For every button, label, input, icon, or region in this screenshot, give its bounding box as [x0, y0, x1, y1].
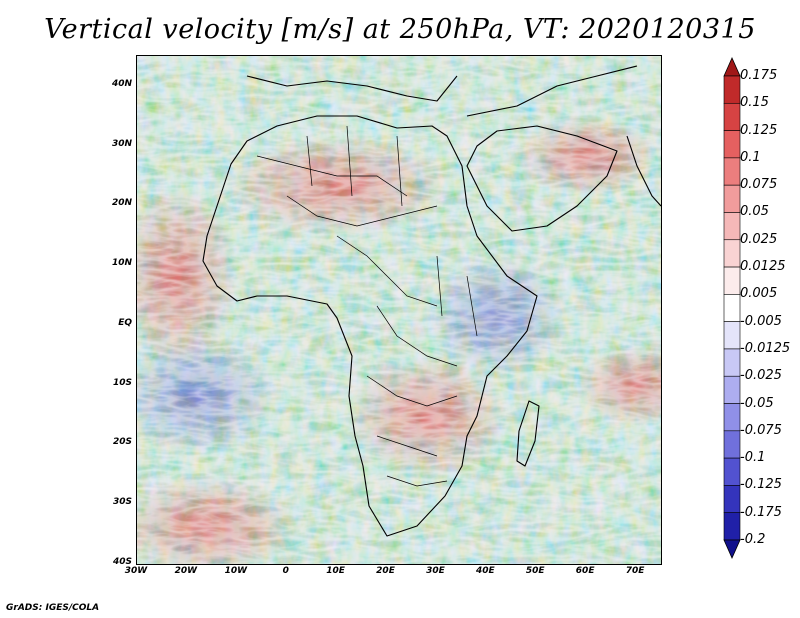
- lon-label-70e: 70E: [625, 566, 645, 576]
- colorbar-segment: [723, 212, 741, 241]
- colorbar-tick-label: -0.025: [740, 368, 782, 384]
- colorbar: [723, 57, 741, 559]
- colorbar-tick-label: 0.005: [740, 286, 778, 302]
- colorbar-bottom-triangle: [723, 539, 741, 559]
- lat-label-30s: 30S: [112, 497, 132, 508]
- country-borders: [256, 125, 478, 487]
- colorbar-tick-label: 0.075: [740, 177, 778, 193]
- colorbar-segment: [723, 184, 741, 213]
- lat-label-eq: EQ: [118, 317, 132, 328]
- colorbar-segment: [723, 375, 741, 404]
- colorbar-tick-label: 0.175: [740, 68, 778, 83]
- colorbar-tick-label: -0.1: [740, 450, 766, 466]
- colorbar-tick-label: 0.025: [740, 231, 778, 247]
- colorbar-tick-label: -0.0125: [740, 340, 791, 356]
- colorbar-segment: [723, 403, 741, 432]
- border-line: [286, 195, 438, 227]
- border-line: [306, 125, 403, 207]
- lon-label-50e: 50E: [525, 566, 545, 576]
- colorbar-tick-label: -0.05: [740, 395, 774, 411]
- colorbar-segment: [723, 485, 741, 514]
- colorbar-tick-label: 0.05: [740, 204, 769, 220]
- lat-label-20s: 20S: [112, 437, 132, 448]
- colorbar-tick-label: -0.2: [740, 532, 766, 547]
- lon-label-40e: 40E: [475, 566, 495, 576]
- map-title: Vertical velocity [m/s] at 250hPa, VT: 2…: [44, 14, 756, 45]
- lat-label-10n: 10N: [111, 258, 132, 269]
- lat-label-40n: 40N: [111, 78, 132, 89]
- colorbar-tick-label: 0.125: [740, 122, 778, 138]
- africa-coastline: [202, 115, 538, 537]
- colorbar-segment: [723, 75, 741, 104]
- colorbar-segment: [723, 239, 741, 268]
- colorbar-segment: [723, 157, 741, 186]
- footer-credit: GrADS: IGES/COLA: [6, 603, 100, 613]
- colorbar-segment: [723, 457, 741, 486]
- lon-label-20w: 20W: [174, 566, 198, 576]
- lat-label-10s: 10S: [112, 377, 132, 388]
- lon-label-60e: 60E: [575, 566, 595, 576]
- lat-label-20n: 20N: [111, 198, 132, 209]
- lon-label-0: 0: [282, 566, 289, 576]
- colorbar-segment: [723, 102, 741, 131]
- border-line: [376, 435, 438, 457]
- border-line: [336, 235, 438, 307]
- colorbar-segment: [723, 130, 741, 159]
- madagascar-coastline: [516, 400, 540, 467]
- colorbar-segment: [723, 512, 741, 541]
- colorbar-tick-label: 0.15: [740, 95, 769, 111]
- lon-label-20e: 20E: [376, 566, 395, 576]
- colorbar-segment: [723, 321, 741, 350]
- india-coastline: [626, 135, 661, 207]
- lat-label-30n: 30N: [111, 138, 132, 149]
- colorbar-tick-label: 0.0125: [740, 259, 786, 275]
- border-line: [366, 375, 458, 407]
- border-line: [386, 475, 448, 487]
- lon-label-30w: 30W: [124, 566, 148, 576]
- colorbar-segment: [723, 294, 741, 322]
- field-streaks: [137, 56, 661, 564]
- lon-label-10e: 10E: [326, 566, 345, 576]
- map-frame: [136, 55, 662, 565]
- border-line: [376, 305, 458, 367]
- colorbar-top-triangle: [723, 57, 741, 77]
- border-line: [256, 155, 408, 197]
- arabia-coastline: [466, 125, 618, 232]
- colorbar-segment: [723, 266, 741, 295]
- border-line: [436, 255, 478, 337]
- colorbar-segment: [723, 348, 741, 377]
- colorbar-segment: [723, 430, 741, 459]
- lon-label-10w: 10W: [224, 566, 248, 576]
- lon-label-30e: 30E: [426, 566, 445, 576]
- map-plot: [137, 56, 661, 564]
- colorbar-tick-label: 0.1: [740, 149, 761, 165]
- europe-coastline: [246, 65, 638, 117]
- colorbar-tick-label: -0.005: [740, 313, 782, 329]
- colorbar-tick-label: -0.125: [740, 477, 782, 493]
- lat-label-40s: 40S: [112, 557, 132, 567]
- colorbar-tick-label: -0.075: [740, 422, 782, 438]
- coastlines: [202, 65, 661, 537]
- colorbar-tick-label: -0.175: [740, 504, 782, 520]
